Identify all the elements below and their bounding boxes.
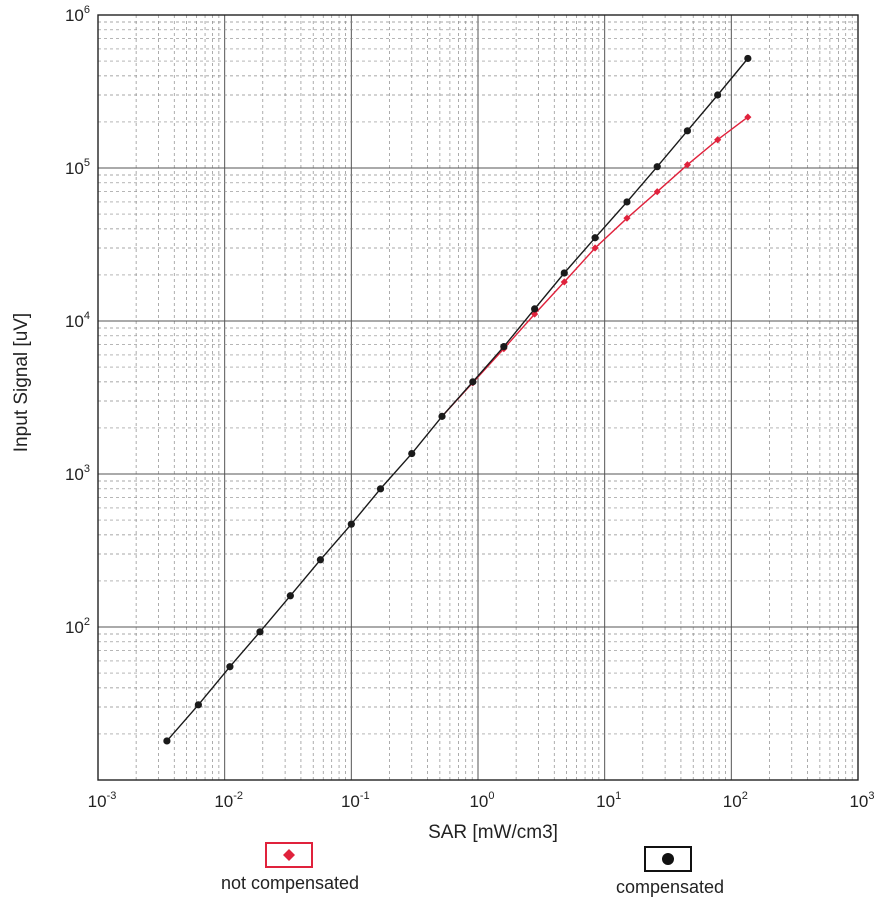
- data-point-compensated: [714, 91, 722, 99]
- x-tick-label: 101: [596, 790, 621, 811]
- legend-swatch-not-compensated: [265, 842, 313, 868]
- legend-label-compensated: compensated: [616, 877, 724, 897]
- data-point-compensated: [623, 198, 631, 206]
- x-tick-label: 102: [723, 790, 748, 811]
- legend-item-compensated: compensated: [616, 846, 724, 897]
- y-tick-label: 104: [65, 310, 90, 331]
- data-point-compensated: [500, 343, 508, 351]
- series-layer: [163, 54, 752, 745]
- data-point-compensated: [560, 269, 568, 277]
- y-axis-title: Input Signal [uV]: [11, 313, 32, 452]
- data-point-compensated: [683, 127, 692, 135]
- data-point-compensated: [469, 378, 477, 386]
- data-point-compensated: [347, 520, 355, 528]
- x-tick-label: 103: [849, 790, 874, 811]
- data-point-compensated: [226, 663, 234, 671]
- data-point-not-compensated: [714, 136, 722, 144]
- diamond-icon: [283, 849, 295, 861]
- legend: not compensated compensated: [221, 842, 724, 897]
- data-point-not-compensated: [591, 244, 599, 252]
- y-tick-label: 102: [65, 616, 90, 637]
- data-point-compensated: [408, 449, 416, 458]
- data-point-compensated: [286, 592, 294, 600]
- x-tick-label: 10-1: [341, 790, 370, 811]
- plot-frame: [97, 14, 859, 781]
- data-point-not-compensated: [744, 113, 752, 121]
- series-not-compensated: [438, 113, 752, 420]
- x-tick-label: 10-2: [214, 790, 243, 811]
- data-point-not-compensated: [653, 188, 661, 196]
- data-point-not-compensated: [531, 310, 539, 318]
- data-point-compensated: [194, 701, 202, 709]
- x-tick-label: 100: [469, 790, 494, 811]
- data-point-compensated: [531, 305, 539, 313]
- data-point-compensated: [591, 234, 599, 242]
- x-axis-title: SAR [mW/cm3]: [428, 822, 558, 843]
- data-point-compensated: [316, 556, 325, 564]
- tick-labels: 10-3 10-2 10-1 100 101 102 103 102 103 104 105 106: [65, 4, 875, 811]
- data-point-compensated: [256, 628, 264, 636]
- grid: [98, 15, 858, 780]
- legend-item-not-compensated: not compensated: [221, 842, 359, 893]
- data-point-not-compensated: [683, 161, 692, 169]
- data-point-compensated: [163, 737, 171, 745]
- data-point-compensated: [744, 54, 752, 63]
- data-point-compensated: [438, 412, 446, 420]
- data-point-compensated: [376, 485, 385, 493]
- x-tick-label: 10-3: [88, 790, 117, 811]
- circle-icon: [662, 853, 674, 865]
- legend-label-not-compensated: not compensated: [221, 873, 359, 893]
- y-tick-label: 106: [65, 4, 90, 25]
- data-point-not-compensated: [623, 214, 631, 222]
- series-compensated: [163, 54, 752, 745]
- data-point-not-compensated: [560, 278, 568, 286]
- series-line-compensated: [166, 58, 749, 742]
- series-line-not-compensated: [441, 116, 749, 417]
- y-tick-label: 105: [65, 157, 90, 178]
- data-point-compensated: [653, 163, 661, 171]
- y-tick-label: 103: [65, 463, 90, 484]
